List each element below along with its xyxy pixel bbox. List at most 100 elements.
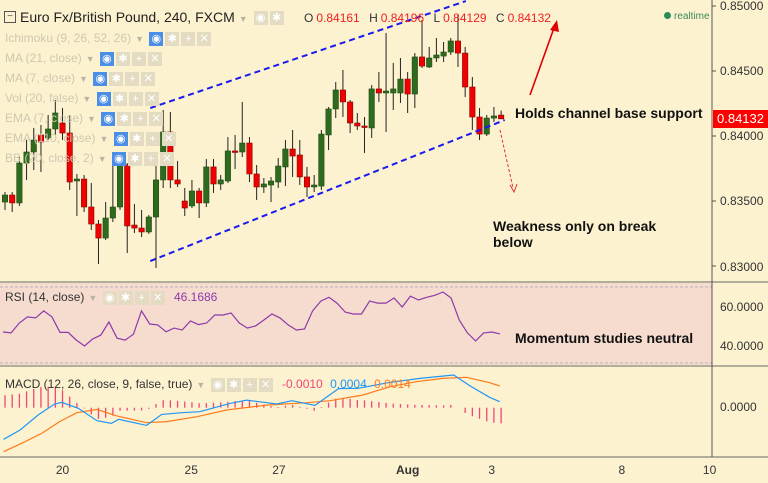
rsi-value: 46.1686 [173,290,218,304]
plus-icon[interactable]: + [134,290,149,305]
rsi-tick: 40.0000 [720,339,764,353]
eye-icon[interactable]: ◉ [253,11,268,26]
plus-icon[interactable]: + [143,151,158,166]
chevron-down-icon[interactable]: ▼ [196,380,206,390]
eye-icon[interactable]: ◉ [99,51,114,66]
bullish-candle [145,216,152,233]
gear-icon[interactable]: ✱ [109,71,124,86]
close-icon[interactable]: ✕ [159,151,174,166]
rsi-title[interactable]: RSI (14, close) [5,290,85,304]
bearish-candle [9,194,16,204]
price-tick: 0.85000 [720,0,764,13]
bullish-candle [383,90,390,94]
bullish-candle [217,179,224,185]
chevron-down-icon[interactable]: ▼ [135,34,144,44]
close-value: 0.84132 [507,11,551,25]
bullish-candle [433,54,440,59]
indicator-label[interactable]: EMA (7, close) [5,111,84,125]
chevron-down-icon[interactable]: ▼ [97,154,107,164]
bullish-candle [52,112,59,130]
gear-icon[interactable]: ✱ [117,111,132,126]
bearish-candle [361,125,368,128]
gear-icon[interactable]: ✱ [226,377,241,392]
indicator-label[interactable]: BB (20, close, 2) [5,151,94,165]
eye-icon[interactable]: ◉ [210,377,225,392]
gear-icon[interactable]: ✱ [129,131,144,146]
eye-icon[interactable]: ◉ [96,91,111,106]
collapse-icon[interactable]: − [4,11,16,23]
gear-icon[interactable]: ✱ [118,290,133,305]
trend-channel[interactable] [149,0,506,262]
eye-icon[interactable]: ◉ [102,290,117,305]
bearish-candle [88,206,95,225]
close-icon[interactable]: ✕ [258,377,273,392]
close-label: C [495,11,505,25]
bullish-candle [117,164,124,208]
realtime-status: realtime [664,11,710,22]
bullish-candle [311,184,318,188]
close-icon[interactable]: ✕ [149,111,164,126]
chevron-down-icon[interactable]: ▼ [87,114,96,124]
macd-pane [3,374,502,453]
plus-icon[interactable]: + [125,71,140,86]
plus-icon[interactable]: + [145,131,160,146]
symbol-title[interactable]: Euro Fx/British Pound, 240, FXCM ▼ ◉ ✱ [20,9,284,26]
plus-icon[interactable]: + [242,377,257,392]
bullish-candle [411,56,418,95]
indicator-label[interactable]: EMA (110, close) [5,131,96,145]
gear-icon[interactable]: ✱ [165,31,180,46]
macd-signal-line [3,376,500,453]
indicator-label[interactable]: Vol (20, false) [5,91,79,105]
time-tick: Aug [395,463,420,477]
gear-icon[interactable]: ✱ [127,151,142,166]
chevron-down-icon[interactable]: ▼ [85,54,95,64]
indicator-label[interactable]: MA (21, close) [5,51,82,65]
gear-icon[interactable]: ✱ [269,11,284,26]
macd-title[interactable]: MACD (12, 26, close, 9, false, true) [5,377,193,391]
bearish-candle [462,52,469,88]
bearish-candle [253,173,260,188]
indicator-label[interactable]: Ichimoku (9, 26, 52, 26) [5,31,132,45]
bullish-candle [268,180,275,186]
chevron-down-icon[interactable]: ▼ [99,134,109,144]
bullish-candle [318,133,325,187]
bearish-candle [419,56,426,67]
bearish-candle [404,78,411,95]
plus-icon[interactable]: + [181,31,196,46]
plus-icon[interactable]: + [133,111,148,126]
close-icon[interactable]: ✕ [141,71,156,86]
close-icon[interactable]: ✕ [147,51,162,66]
close-icon[interactable]: ✕ [197,31,212,46]
close-icon[interactable]: ✕ [150,290,165,305]
chevron-down-icon[interactable]: ▼ [238,14,248,24]
close-icon[interactable]: ✕ [144,91,159,106]
plus-icon[interactable]: + [131,51,146,66]
bullish-candle [368,88,375,129]
bearish-candle [476,116,483,135]
chevron-down-icon[interactable]: ▼ [79,74,88,84]
chevron-down-icon[interactable]: ▼ [82,94,92,104]
eye-icon[interactable]: ◉ [149,31,164,46]
indicator-legend-row: EMA (110, close) ▼ ◉ ✱ + ✕ [5,131,176,146]
bullish-candle [109,206,116,219]
chevron-down-icon[interactable]: ▼ [88,293,98,303]
time-tick: 8 [618,463,626,477]
bearish-candle [289,148,296,157]
close-icon[interactable]: ✕ [161,131,176,146]
eye-icon[interactable]: ◉ [113,131,128,146]
gear-icon[interactable]: ✱ [112,91,127,106]
eye-icon[interactable]: ◉ [93,71,108,86]
bearish-candle [59,122,66,134]
bullish-candle [490,115,497,119]
bearish-candle [138,227,145,233]
indicator-label[interactable]: MA (7, close) [5,71,76,85]
gear-icon[interactable]: ✱ [115,51,130,66]
time-tick: 25 [184,463,198,477]
plus-icon[interactable]: + [128,91,143,106]
eye-icon[interactable]: ◉ [111,151,126,166]
eye-icon[interactable]: ◉ [101,111,116,126]
bearish-candle [375,88,382,94]
price-tick: 0.83000 [720,260,764,274]
bearish-candle [210,166,217,185]
